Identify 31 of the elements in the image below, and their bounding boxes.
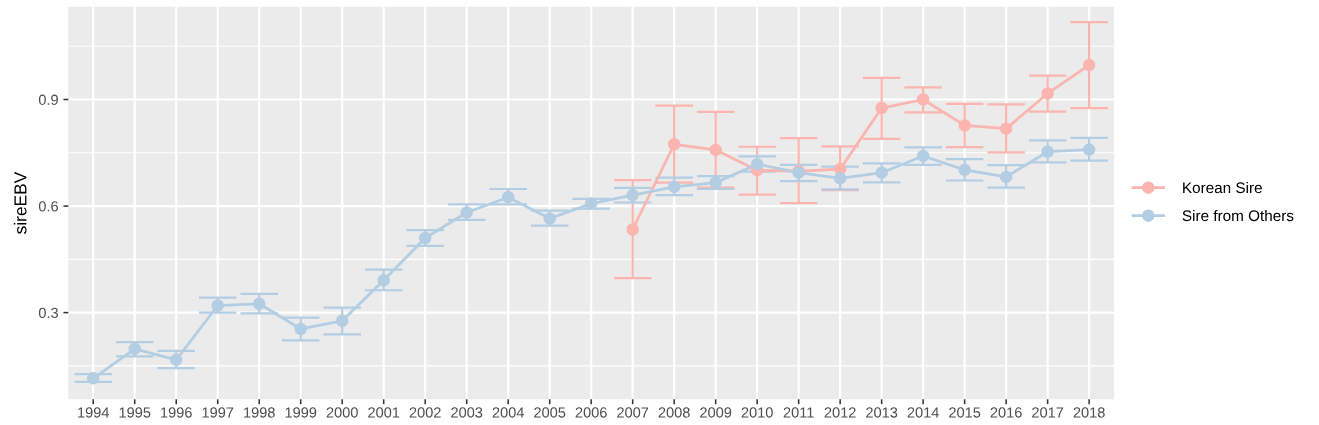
x-tick-label: 2016 <box>990 407 1022 418</box>
x-tick-label: 2000 <box>326 407 358 418</box>
x-tick-label: 2008 <box>658 407 690 418</box>
x-tick-label: 1997 <box>202 407 234 418</box>
x-tick-label: 2007 <box>617 407 649 418</box>
x-tick-label: 2001 <box>368 407 400 418</box>
x-tick-label: 2010 <box>741 407 773 418</box>
x-tick-label: 2011 <box>783 407 814 418</box>
x-tick-label: 1996 <box>161 407 192 418</box>
x-tick-label: 1999 <box>285 407 317 418</box>
x-tick-label: 2015 <box>949 407 981 418</box>
x-tick-label: 2012 <box>824 407 856 418</box>
x-tick-label: 1998 <box>244 407 275 418</box>
x-tick-label: 2004 <box>492 407 524 418</box>
x-tick-label: 2013 <box>866 407 898 418</box>
x-tick-label: 2005 <box>534 407 566 418</box>
x-tick-label: 1994 <box>78 407 110 418</box>
x-tick-label: 1995 <box>119 407 151 418</box>
x-tick-label: 2014 <box>907 407 939 418</box>
legend-label: Sire from Others <box>1182 209 1294 222</box>
x-tick-label: 2018 <box>1073 407 1105 418</box>
y-tick-label: 0.3 <box>38 307 58 319</box>
y-tick-label: 0.9 <box>38 94 58 105</box>
legend-label: Korean Sire <box>1183 181 1262 194</box>
y-tick-label: 0.6 <box>38 201 58 212</box>
x-tick-label: 2003 <box>451 407 483 418</box>
x-tick-label: 2002 <box>409 407 441 418</box>
x-tick-label: 2017 <box>1032 407 1064 418</box>
x-tick-label: 2006 <box>575 407 607 418</box>
x-tick-label: 2009 <box>700 407 732 418</box>
y-axis-title: sireEBV <box>13 171 27 234</box>
